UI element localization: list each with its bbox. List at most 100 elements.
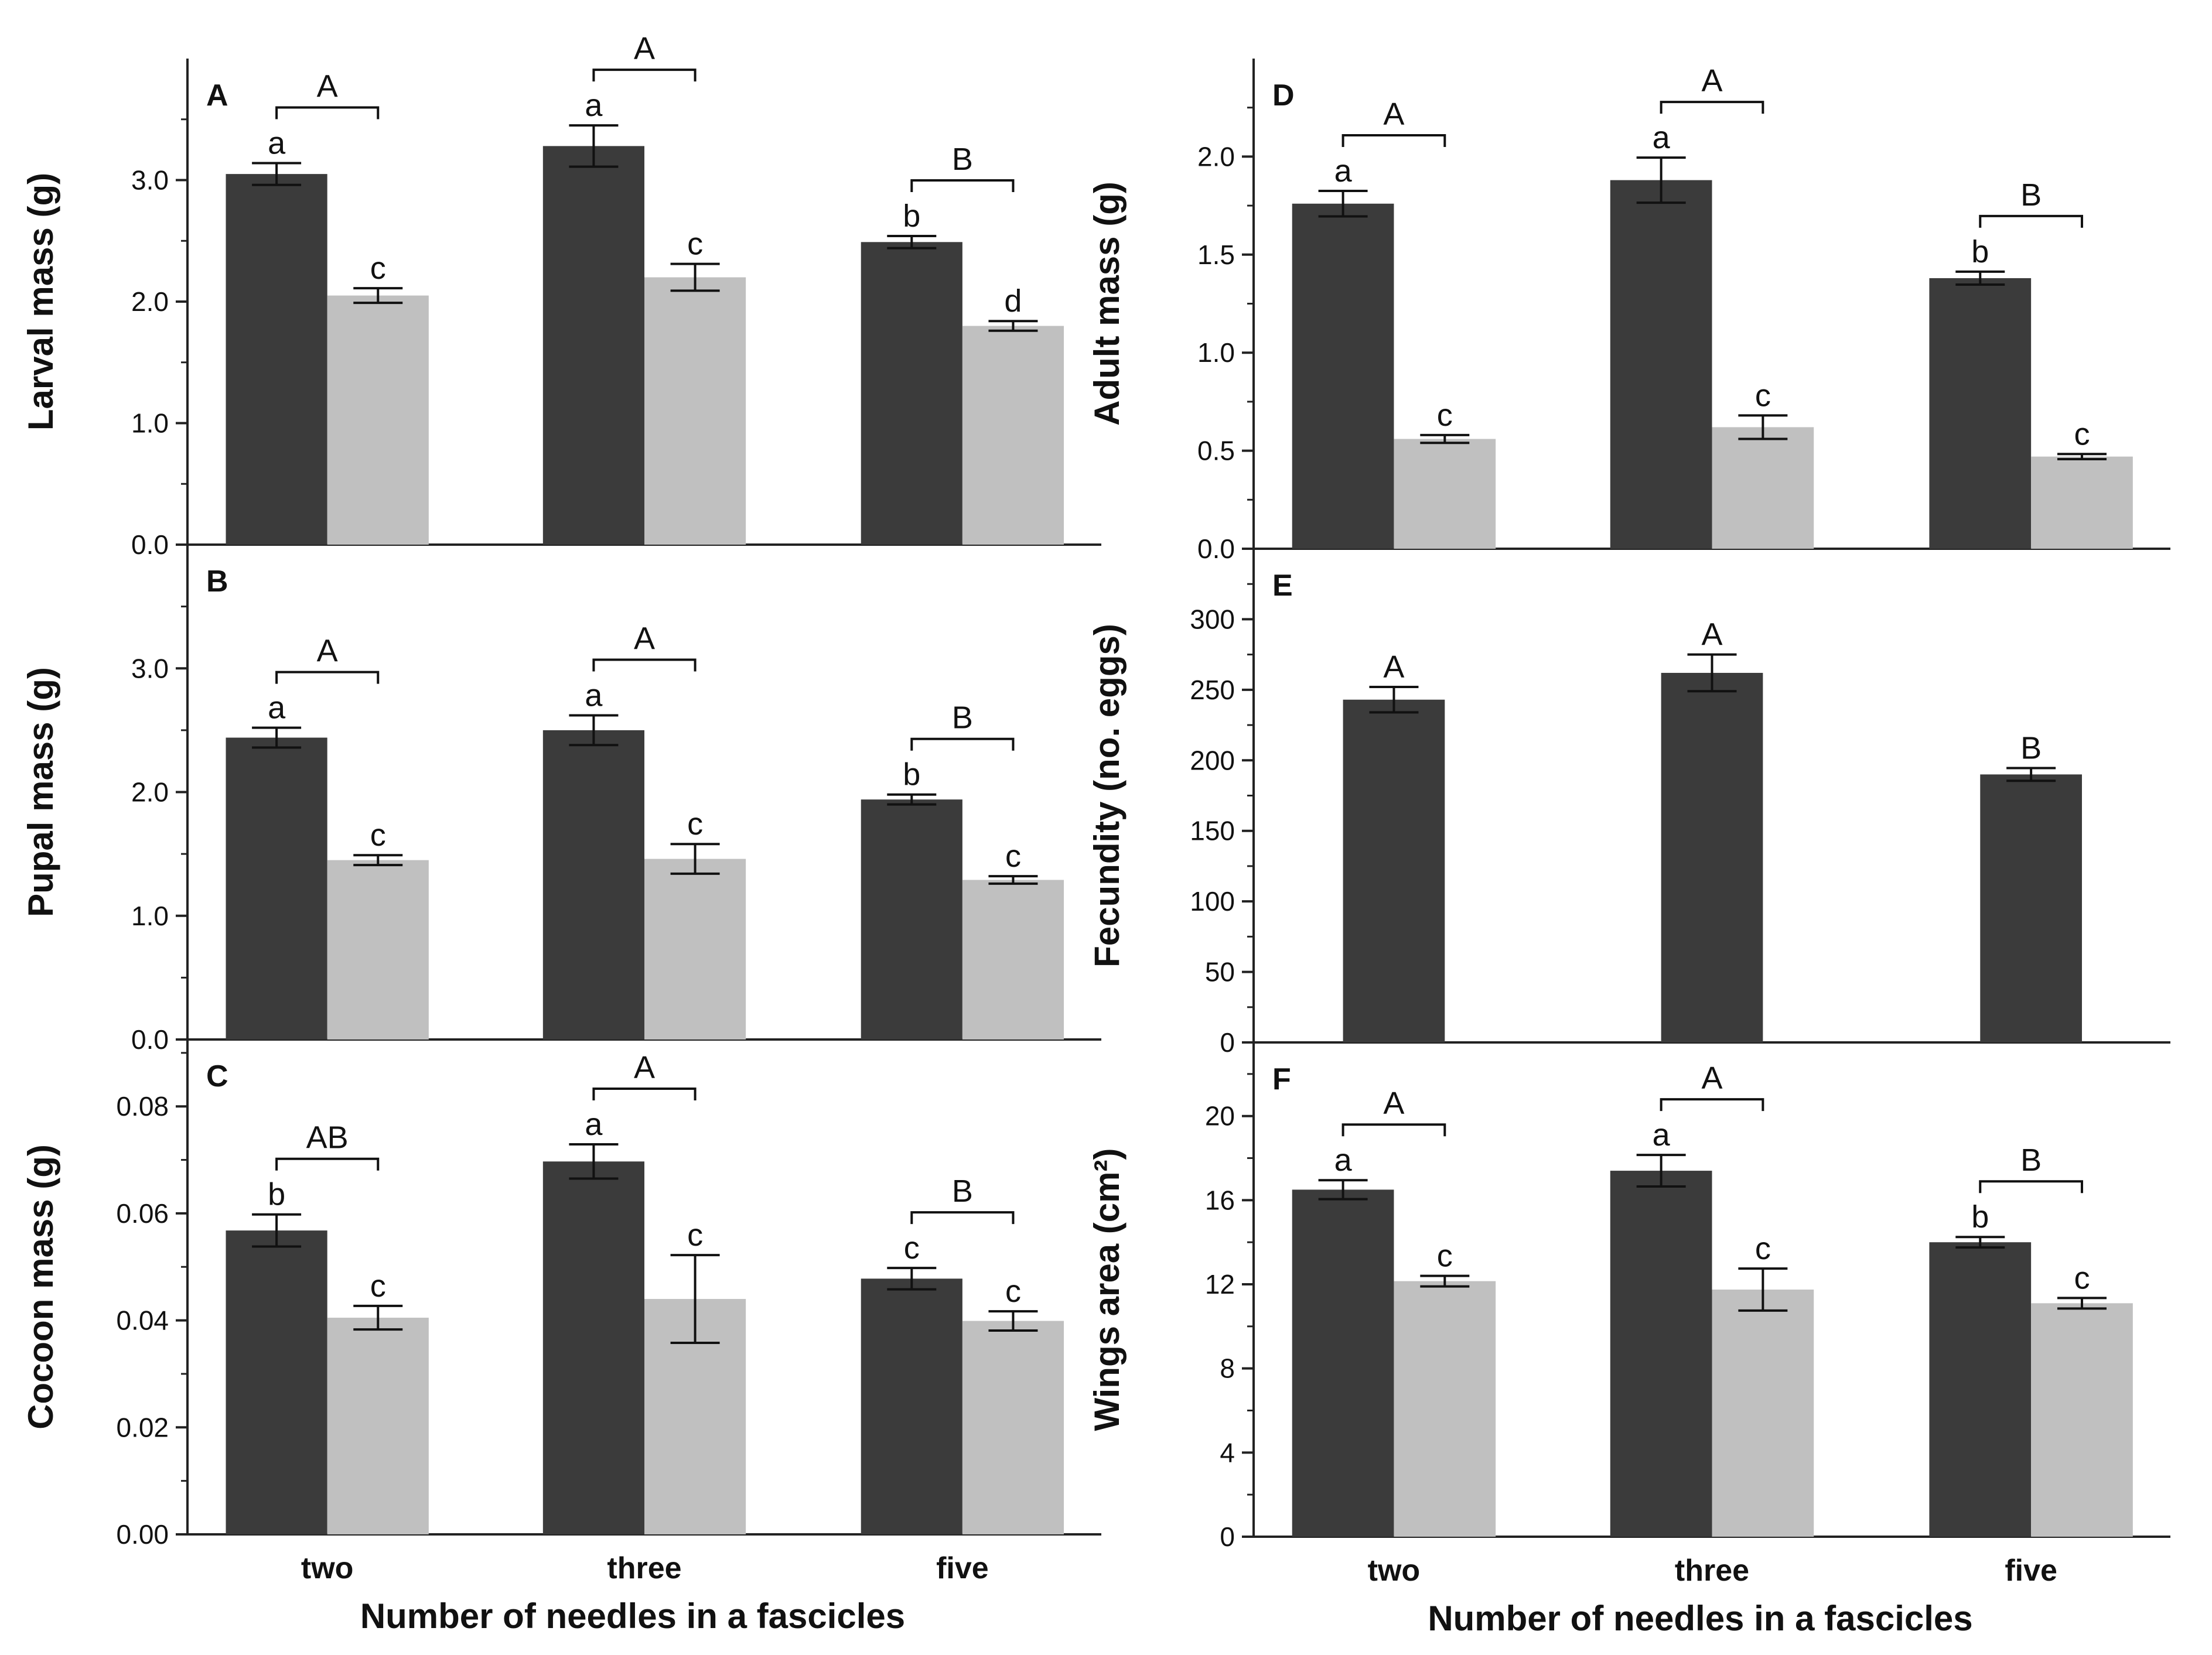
- y-tick-label-A: 2.0: [131, 286, 169, 317]
- y-tick-label-A: 3.0: [131, 165, 169, 196]
- bar-D-three-light: [1712, 427, 1814, 549]
- bracket-label-A: B: [952, 142, 973, 177]
- bar-A-five-dark: [861, 242, 962, 545]
- bar-F-two-dark: [1292, 1189, 1394, 1537]
- y-axis-title-D: Adult mass (g): [1087, 182, 1127, 426]
- panel-label-C: C: [206, 1059, 228, 1093]
- bracket-F-three: [1660, 1098, 1764, 1112]
- sig-letter-B: a: [585, 678, 603, 713]
- bar-A-three-light: [644, 277, 746, 545]
- bar-A-two-light: [327, 295, 429, 545]
- bar-E-two-dark: [1343, 699, 1445, 1042]
- bracket-A-three: [592, 69, 697, 82]
- sig-letter-B: b: [903, 757, 920, 792]
- y-tick-label-D: 2.0: [1197, 141, 1235, 172]
- y-tick-label-D: 1.5: [1197, 240, 1235, 270]
- y-tick-label-E: 0: [1220, 1027, 1235, 1058]
- x-tick-label-C: five: [936, 1551, 989, 1585]
- panel-label-A: A: [206, 78, 228, 112]
- bar-B-two-dark: [226, 737, 327, 1039]
- bar-D-five-light: [2031, 456, 2133, 549]
- y-tick-label-F: 4: [1220, 1437, 1235, 1468]
- sig-letter-F: c: [1437, 1239, 1453, 1274]
- y-tick-label-E: 200: [1190, 745, 1235, 775]
- bar-D-five-dark: [1929, 278, 2032, 549]
- sig-letter-D: c: [1437, 398, 1453, 433]
- y-tick-label-B: 1.0: [131, 901, 169, 931]
- y-tick-label-E: 100: [1190, 886, 1235, 917]
- y-tick-label-C: 0.06: [116, 1198, 169, 1229]
- sig-letter-B: c: [687, 806, 703, 842]
- panel-label-D: D: [1272, 78, 1295, 112]
- y-tick-label-F: 16: [1205, 1185, 1235, 1215]
- y-axis-title-F: Wings area (cm²): [1087, 1148, 1127, 1431]
- sig-letter-B: c: [370, 818, 386, 853]
- sig-letter-A: b: [903, 199, 920, 234]
- y-tick-label-F: 0: [1220, 1521, 1235, 1552]
- bar-A-two-dark: [226, 174, 327, 545]
- y-tick-label-D: 1.0: [1197, 337, 1235, 368]
- bracket-label-D: A: [1701, 63, 1722, 98]
- bracket-B-three: [592, 658, 697, 672]
- bar-E-five-dark: [1980, 774, 2082, 1042]
- sig-letter-F: c: [1755, 1231, 1771, 1266]
- bracket-label-F: B: [2020, 1143, 2042, 1178]
- y-tick-label-E: 150: [1190, 816, 1235, 846]
- bracket-label-A: A: [317, 69, 338, 104]
- sig-letter-E: B: [2020, 731, 2042, 766]
- sig-letter-D: c: [2074, 416, 2090, 452]
- bracket-C-three: [592, 1088, 697, 1101]
- panel-label-E: E: [1272, 569, 1293, 603]
- y-tick-label-C: 0.02: [116, 1412, 169, 1442]
- sig-letter-C: b: [268, 1177, 285, 1212]
- sig-letter-E: A: [1383, 649, 1404, 685]
- sig-letter-C: c: [904, 1230, 920, 1266]
- bar-C-five-dark: [861, 1278, 962, 1534]
- y-axis-title-C: Cocoon mass (g): [21, 1144, 60, 1430]
- sig-letter-F: b: [1971, 1199, 1989, 1235]
- y-tick-label-B: 2.0: [131, 777, 169, 808]
- bracket-C-two: [275, 1157, 380, 1171]
- sig-letter-B: c: [1005, 839, 1021, 874]
- y-tick-label-D: 0.5: [1197, 436, 1235, 466]
- sig-letter-F: c: [2074, 1260, 2090, 1295]
- x-tick-label-C: three: [607, 1551, 681, 1585]
- y-tick-label-C: 0.00: [116, 1519, 169, 1550]
- bar-B-five-light: [962, 880, 1064, 1039]
- bracket-B-five: [910, 737, 1015, 751]
- bracket-label-B: B: [952, 700, 973, 736]
- y-axis-title-E: Fecundity (no. eggs): [1087, 624, 1127, 967]
- sig-letter-D: b: [1971, 234, 1989, 269]
- bar-D-two-light: [1394, 439, 1496, 549]
- panel-label-B: B: [206, 565, 228, 599]
- x-tick-label-C: two: [301, 1551, 354, 1585]
- bracket-C-five: [910, 1211, 1015, 1225]
- x-tick-label-F: three: [1675, 1554, 1749, 1588]
- y-tick-label-A: 0.0: [131, 529, 169, 560]
- sig-letter-C: a: [585, 1107, 603, 1142]
- bar-B-three-light: [644, 859, 746, 1039]
- bar-F-five-dark: [1929, 1242, 2032, 1537]
- y-tick-label-F: 20: [1205, 1101, 1235, 1131]
- sig-letter-C: c: [687, 1218, 703, 1253]
- sig-letter-A: c: [687, 227, 703, 262]
- bracket-F-two: [1341, 1123, 1446, 1137]
- y-tick-label-B: 0.0: [131, 1024, 169, 1055]
- y-tick-label-B: 3.0: [131, 653, 169, 683]
- bar-F-five-light: [2031, 1303, 2133, 1537]
- sig-letter-D: a: [1653, 120, 1671, 155]
- sig-letter-C: c: [370, 1268, 386, 1304]
- sig-letter-D: c: [1755, 378, 1771, 413]
- sig-letter-D: a: [1334, 153, 1353, 189]
- bracket-label-D: A: [1383, 97, 1404, 132]
- x-tick-label-F: two: [1368, 1554, 1421, 1588]
- y-tick-label-C: 0.08: [116, 1091, 169, 1121]
- sig-letter-E: A: [1701, 617, 1722, 652]
- bar-D-two-dark: [1292, 203, 1394, 549]
- bar-C-five-light: [962, 1321, 1064, 1534]
- bar-B-two-light: [327, 860, 429, 1039]
- y-tick-label-A: 1.0: [131, 408, 169, 439]
- bar-F-three-light: [1712, 1290, 1814, 1537]
